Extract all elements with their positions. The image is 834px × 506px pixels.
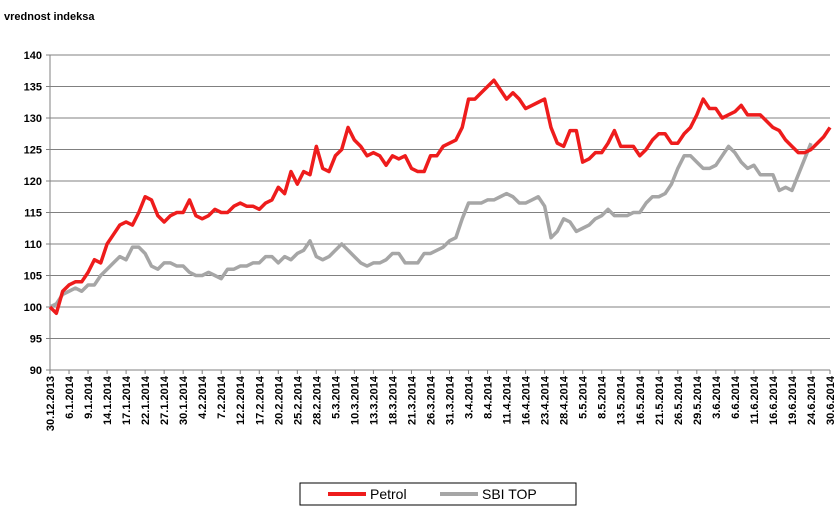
x-tick-label: 19.6.2014 (787, 375, 799, 425)
y-tick-label: 120 (24, 176, 42, 188)
x-tick-label: 3.6.2014 (711, 375, 723, 419)
x-tick-label: 26.5.2014 (673, 375, 685, 425)
series-line (49, 142, 813, 309)
x-tick-label: 8.5.2014 (597, 375, 609, 419)
y-tick-label: 135 (24, 82, 42, 94)
series-line (48, 78, 832, 316)
y-tick-label: 140 (24, 50, 42, 62)
y-tick-label: 100 (24, 302, 42, 314)
legend-box (299, 482, 577, 506)
x-tick-label: 13.5.2014 (616, 375, 628, 425)
x-tick-label: 17.1.2014 (121, 375, 133, 425)
x-tick-label: 12.2.2014 (235, 375, 247, 425)
x-tick-label: 11.4.2014 (502, 375, 514, 424)
x-tick-label: 17.2.2014 (254, 375, 266, 425)
x-tick-label: 16.4.2014 (521, 375, 533, 425)
y-tick-label: 115 (24, 208, 42, 220)
legend-label: Petrol (370, 486, 407, 502)
x-tick-label: 28.2.2014 (311, 375, 323, 425)
x-tick-label: 30.12.2013 (45, 376, 57, 431)
y-tick-label: 90 (30, 365, 42, 377)
x-tick-label: 14.1.2014 (102, 375, 114, 425)
x-tick-label: 30.6.2014 (825, 375, 834, 425)
x-tick-label: 9.1.2014 (83, 375, 95, 419)
x-tick-label: 27.1.2014 (159, 375, 171, 425)
x-tick-label: 6.1.2014 (64, 375, 76, 419)
x-tick-label: 20.2.2014 (273, 375, 285, 425)
x-tick-label: 23.4.2014 (540, 375, 552, 425)
x-tick-label: 28.4.2014 (559, 375, 571, 425)
x-tick-label: 3.4.2014 (464, 375, 476, 419)
x-tick-label: 24.6.2014 (806, 375, 818, 425)
x-tick-label: 31.3.2014 (445, 375, 457, 425)
x-tick-label: 5.5.2014 (578, 375, 590, 419)
x-tick-label: 8.4.2014 (483, 375, 495, 419)
x-tick-label: 16.5.2014 (635, 375, 647, 425)
x-tick-label: 21.3.2014 (406, 375, 418, 425)
x-tick-label: 21.5.2014 (654, 375, 666, 425)
x-tick-label: 4.2.2014 (197, 375, 209, 419)
x-tick-label: 30.1.2014 (178, 375, 190, 425)
legend-label: SBI TOP (482, 486, 537, 502)
y-tick-label: 130 (24, 113, 42, 125)
y-tick-label: 95 (30, 334, 42, 346)
x-tick-label: 6.6.2014 (730, 375, 742, 419)
y-tick-label: 125 (24, 145, 42, 157)
x-tick-label: 5.3.2014 (330, 375, 342, 419)
x-tick-label: 11.6.2014 (749, 375, 761, 424)
y-axis-label: vrednost indeksa (4, 11, 95, 23)
x-tick-label: 29.5.2014 (692, 375, 704, 425)
x-tick-label: 25.2.2014 (292, 375, 304, 425)
x-tick-label: 13.3.2014 (368, 375, 380, 425)
x-tick-label: 22.1.2014 (140, 375, 152, 425)
x-tick-label: 18.3.2014 (387, 375, 399, 425)
x-tick-label: 26.3.2014 (425, 375, 437, 425)
y-tick-label: 110 (24, 239, 42, 251)
x-tick-label: 16.6.2014 (768, 375, 780, 425)
x-tick-label: 7.2.2014 (216, 375, 228, 419)
x-tick-label: 10.3.2014 (349, 375, 361, 425)
y-tick-label: 105 (24, 271, 42, 283)
